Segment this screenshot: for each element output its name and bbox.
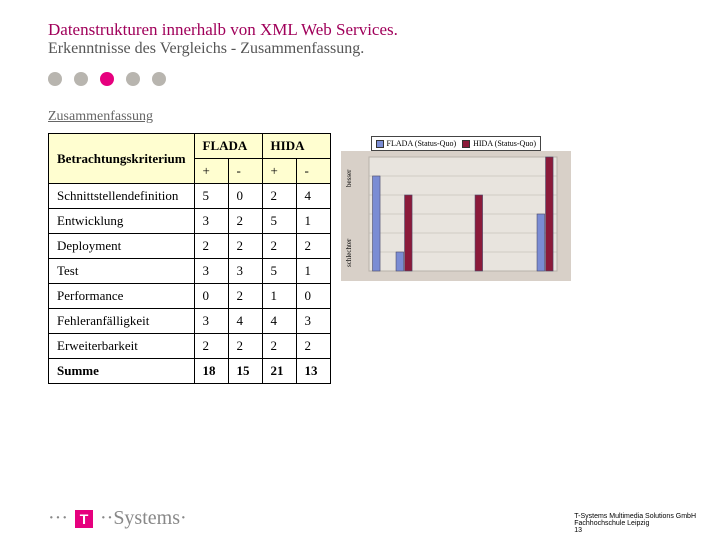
cell-hp: 2 bbox=[262, 184, 296, 209]
cell-hp: 5 bbox=[262, 209, 296, 234]
legend-swatch-1 bbox=[376, 140, 384, 148]
cell-fm: 4 bbox=[228, 309, 262, 334]
cell-hm: 0 bbox=[296, 284, 330, 309]
footer-line-2: Fachhochschule Leipzig bbox=[574, 520, 696, 527]
nav-dots bbox=[48, 72, 672, 91]
cell-fm: 2 bbox=[228, 209, 262, 234]
row-label: Erweiterbarkeit bbox=[49, 334, 195, 359]
col-criterion: Betrachtungskriterium bbox=[49, 134, 195, 184]
cell-fp: 2 bbox=[194, 234, 228, 259]
footer: T-Systems Multimedia Solutions GmbH Fach… bbox=[574, 513, 696, 534]
table-row: Entwicklung3251 bbox=[49, 209, 331, 234]
cell-hm: 4 bbox=[296, 184, 330, 209]
chart-legend: FLADA (Status-Quo) HIDA (Status-Quo) bbox=[371, 136, 541, 151]
table-row: Erweiterbarkeit2222 bbox=[49, 334, 331, 359]
logo-text: Systems bbox=[113, 507, 180, 529]
sum-hp: 21 bbox=[262, 359, 296, 384]
col-hida-minus: - bbox=[296, 159, 330, 184]
legend-label-2: HIDA (Status-Quo) bbox=[473, 139, 536, 148]
nav-dot bbox=[152, 72, 166, 86]
cell-hp: 1 bbox=[262, 284, 296, 309]
row-label: Schnittstellendefinition bbox=[49, 184, 195, 209]
t-systems-logo: ··· T ··Systems· bbox=[48, 507, 187, 530]
nav-dot bbox=[74, 72, 88, 86]
col-hida-plus: + bbox=[262, 159, 296, 184]
sum-fm: 15 bbox=[228, 359, 262, 384]
title-line-2: Erkenntnisse des Vergleichs - Zusammenfa… bbox=[48, 40, 672, 58]
cell-fp: 3 bbox=[194, 259, 228, 284]
cell-fm: 2 bbox=[228, 234, 262, 259]
bar-chart: FLADA (Status-Quo) HIDA (Status-Quo) sch… bbox=[341, 133, 672, 281]
col-flada-plus: + bbox=[194, 159, 228, 184]
cell-hm: 1 bbox=[296, 259, 330, 284]
col-flada-minus: - bbox=[228, 159, 262, 184]
summary-table: Betrachtungskriterium FLADA HIDA + - + -… bbox=[48, 133, 331, 384]
cell-hm: 3 bbox=[296, 309, 330, 334]
cell-fm: 2 bbox=[228, 334, 262, 359]
logo-dots: ·· bbox=[100, 507, 113, 529]
nav-dot bbox=[48, 72, 62, 86]
sum-label: Summe bbox=[49, 359, 195, 384]
cell-hm: 2 bbox=[296, 334, 330, 359]
cell-hm: 1 bbox=[296, 209, 330, 234]
row-label: Entwicklung bbox=[49, 209, 195, 234]
cell-hp: 2 bbox=[262, 234, 296, 259]
table-body: Schnittstellendefinition5024Entwicklung3… bbox=[49, 184, 331, 359]
cell-fm: 3 bbox=[228, 259, 262, 284]
logo-dots: · bbox=[180, 507, 187, 529]
section-label: Zusammenfassung bbox=[48, 109, 672, 125]
table-row: Schnittstellendefinition5024 bbox=[49, 184, 331, 209]
row-label: Fehleranfälligkeit bbox=[49, 309, 195, 334]
footer-line-1: T-Systems Multimedia Solutions GmbH bbox=[574, 513, 696, 520]
row-label: Test bbox=[49, 259, 195, 284]
row-label: Performance bbox=[49, 284, 195, 309]
table-row: Performance0210 bbox=[49, 284, 331, 309]
title-block: Datenstrukturen innerhalb von XML Web Se… bbox=[48, 20, 672, 58]
cell-hp: 2 bbox=[262, 334, 296, 359]
cell-fm: 2 bbox=[228, 284, 262, 309]
table-row: Fehleranfälligkeit3443 bbox=[49, 309, 331, 334]
cell-fm: 0 bbox=[228, 184, 262, 209]
col-hida: HIDA bbox=[262, 134, 330, 159]
svg-text:schlechter: schlechter bbox=[345, 238, 353, 267]
nav-dot-active bbox=[100, 72, 114, 86]
legend-swatch-2 bbox=[462, 140, 470, 148]
table-row: Test3351 bbox=[49, 259, 331, 284]
table-row: Deployment2222 bbox=[49, 234, 331, 259]
logo-dots: ··· bbox=[48, 507, 68, 529]
logo-t-icon: T bbox=[75, 510, 93, 528]
cell-hp: 5 bbox=[262, 259, 296, 284]
row-label: Deployment bbox=[49, 234, 195, 259]
chart-canvas: schlechter besser bbox=[341, 151, 571, 281]
nav-dot bbox=[126, 72, 140, 86]
cell-fp: 5 bbox=[194, 184, 228, 209]
col-flada: FLADA bbox=[194, 134, 262, 159]
table-sum-row: Summe 18 15 21 13 bbox=[49, 359, 331, 384]
svg-text:besser: besser bbox=[345, 169, 353, 187]
legend-label-1: FLADA (Status-Quo) bbox=[387, 139, 457, 148]
title-line-1: Datenstrukturen innerhalb von XML Web Se… bbox=[48, 20, 672, 40]
sum-fp: 18 bbox=[194, 359, 228, 384]
sum-hm: 13 bbox=[296, 359, 330, 384]
cell-fp: 3 bbox=[194, 209, 228, 234]
cell-hm: 2 bbox=[296, 234, 330, 259]
cell-fp: 3 bbox=[194, 309, 228, 334]
cell-fp: 0 bbox=[194, 284, 228, 309]
table-header-row: Betrachtungskriterium FLADA HIDA bbox=[49, 134, 331, 159]
cell-hp: 4 bbox=[262, 309, 296, 334]
cell-fp: 2 bbox=[194, 334, 228, 359]
footer-page: 13 bbox=[574, 527, 696, 534]
